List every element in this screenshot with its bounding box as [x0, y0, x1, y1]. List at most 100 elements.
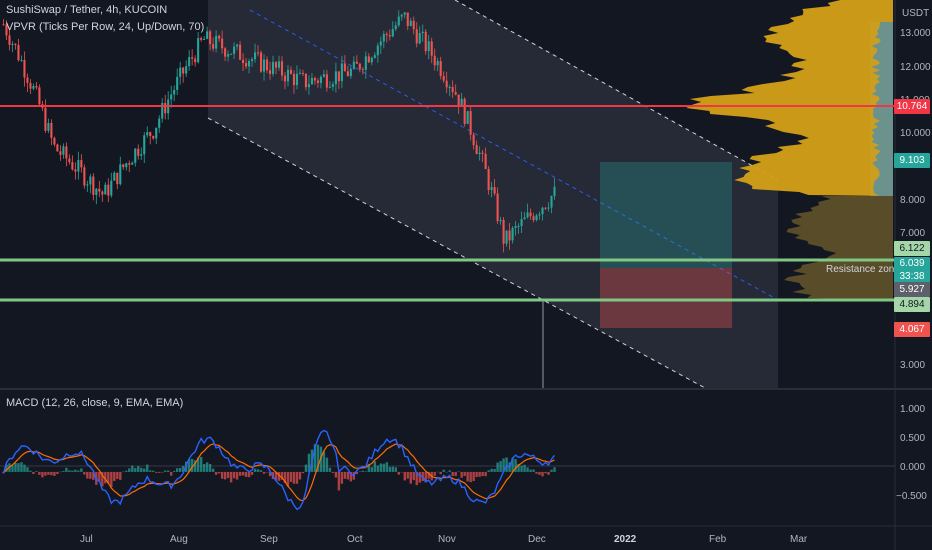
candle-body: [65, 146, 68, 159]
macd-histogram-bar: [436, 471, 439, 473]
candle-body: [71, 162, 74, 170]
macd-histogram-bar: [544, 471, 547, 474]
resistance-price-tag: 10.764: [894, 99, 930, 114]
candle-body: [466, 111, 469, 124]
macd-histogram-bar: [316, 444, 320, 472]
candle-body: [319, 76, 322, 83]
macd-histogram-bar: [415, 471, 418, 486]
candle-body: [343, 63, 346, 72]
macd-histogram-bar: [62, 470, 65, 472]
entry-price-tag: 5.927: [894, 282, 930, 297]
candle-body: [101, 191, 104, 195]
stop-price-tag: 4.067: [894, 322, 930, 337]
candle-body: [292, 73, 296, 86]
macd-histogram-bar: [259, 470, 263, 472]
candle-body: [8, 35, 11, 45]
macd-tick: 1.000: [900, 404, 925, 415]
macd-histogram-bar: [238, 471, 242, 476]
candle-body: [98, 188, 101, 192]
position-profit-zone[interactable]: [600, 162, 732, 268]
macd-histogram-bar: [313, 444, 317, 472]
candle-body: [439, 60, 442, 77]
macd-histogram-bar: [469, 471, 472, 483]
macd-histogram-bar: [532, 469, 535, 472]
macd-histogram-bar: [50, 471, 53, 476]
macd-histogram-bar: [35, 471, 38, 472]
green-lower-price-tag: 4.894: [894, 297, 930, 312]
macd-histogram-bar: [385, 462, 389, 472]
candle-body: [361, 69, 364, 71]
candle-body: [406, 12, 409, 27]
macd-histogram-bar: [80, 468, 83, 472]
channel-upper-line[interactable]: [454, 0, 779, 181]
channel-lower-line[interactable]: [207, 117, 706, 389]
macd-histogram-bar: [322, 451, 326, 472]
candle-body: [179, 67, 182, 77]
candle-body: [520, 219, 523, 227]
macd-histogram-bar: [161, 471, 164, 473]
macd-histogram-bar: [175, 468, 179, 472]
candle-body: [20, 59, 23, 61]
candle-body: [502, 219, 505, 244]
macd-histogram-bar: [140, 467, 143, 472]
macd-histogram-bar: [167, 470, 170, 472]
macd-histogram-bar: [412, 471, 415, 481]
candle-body: [352, 61, 355, 69]
macd-line: [2, 429, 556, 511]
macd-histogram-bar: [23, 464, 26, 472]
time-label: Sep: [260, 534, 278, 545]
candle-body: [532, 216, 535, 221]
macd-histogram-bar: [304, 464, 308, 472]
candle-body: [400, 14, 403, 17]
candle-body: [224, 48, 227, 57]
candle-body: [77, 160, 80, 172]
candle-body: [227, 54, 230, 57]
candle-body: [454, 92, 457, 95]
macd-histogram-bar: [250, 471, 254, 475]
candle-body: [289, 69, 293, 74]
candle-body: [355, 61, 358, 64]
macd-histogram-bar: [77, 470, 80, 472]
candle-body: [86, 184, 89, 186]
macd-histogram-bar: [65, 467, 68, 472]
descending-channel[interactable]: [208, 0, 778, 388]
vpvr-legend[interactable]: VPVR (Ticks Per Row, 24, Up/Down, 70): [6, 21, 205, 33]
candle-body: [376, 45, 379, 56]
time-label: Oct: [347, 534, 363, 545]
macd-histogram-bar: [442, 469, 445, 472]
macd-histogram-bar: [152, 470, 155, 472]
candle-body: [122, 164, 125, 168]
macd-histogram-bar: [247, 471, 251, 478]
macd-legend[interactable]: MACD (12, 26, close, 9, EMA, EMA): [6, 397, 184, 409]
candle-body: [490, 187, 493, 191]
symbol-legend[interactable]: SushiSwap / Tether, 4h, KUCOIN: [6, 4, 168, 16]
macd-histogram-bar: [113, 471, 116, 481]
candlestick-series[interactable]: [2, 10, 556, 253]
candle-body: [221, 38, 224, 49]
macd-histogram-bar: [187, 458, 191, 472]
candle-body: [89, 176, 92, 185]
macd-histogram-bar: [391, 466, 394, 472]
candle-body: [35, 86, 38, 88]
macd-histogram-bar: [502, 458, 505, 472]
candle-body: [38, 87, 41, 105]
price-tick: 8.000: [900, 195, 925, 206]
candle-body: [304, 73, 307, 88]
macd-histogram-bar: [178, 467, 182, 472]
candle-body: [469, 111, 472, 135]
candle-body: [143, 135, 146, 155]
macd-histogram-bar: [143, 468, 146, 472]
macd-histogram-bar: [538, 471, 541, 475]
candle-body: [230, 53, 233, 55]
candle-body: [206, 31, 209, 39]
candle-body: [460, 98, 463, 108]
candle-body: [346, 71, 349, 77]
candle-body: [370, 57, 373, 63]
position-loss-zone[interactable]: [600, 268, 732, 328]
resistance-zone-label[interactable]: Resistance zone: [826, 264, 900, 275]
vpvr-down-histogram: [686, 0, 893, 196]
macd-histogram-bar: [158, 471, 161, 473]
macd-histogram-bar: [433, 471, 436, 476]
candle-body: [340, 63, 343, 82]
